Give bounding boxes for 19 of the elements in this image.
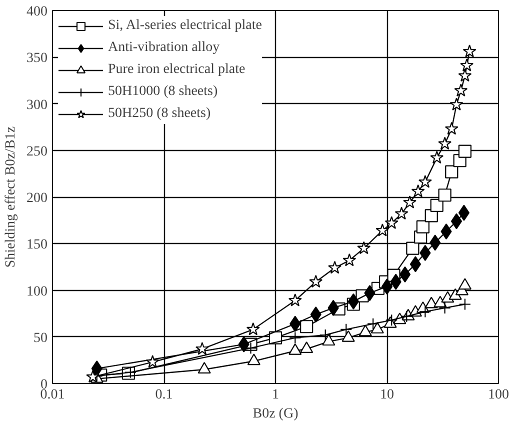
y-tick-label: 350 — [26, 51, 48, 66]
legend-label: Si, Al-series electrical plate — [108, 18, 262, 34]
x-axis-title: B0z (G) — [252, 406, 299, 422]
legend-label: Pure iron electrical plate — [108, 62, 246, 78]
y-tick-label: 100 — [26, 284, 48, 300]
x-tick-label: 10 — [380, 388, 394, 402]
y-axis-title: Shielding effect B0z/B1z — [4, 126, 18, 268]
x-tick-label: 1 — [272, 388, 279, 402]
legend-label: 50H250 (8 sheets) — [108, 106, 211, 122]
y-tick-label: 400 — [26, 4, 48, 20]
y-tick-label: 50 — [34, 330, 48, 346]
legend-label: Anti-vibration alloy — [108, 40, 220, 56]
x-tick-label: 0.1 — [155, 388, 173, 402]
y-tick-label: 200 — [26, 191, 48, 206]
y-tick-label: 150 — [26, 238, 48, 253]
legend-label: 50H1000 (8 sheets) — [108, 84, 218, 100]
y-tick-label: 300 — [26, 98, 48, 113]
y-tick-label: 250 — [26, 144, 48, 160]
x-tick-label: 100 — [488, 388, 509, 402]
